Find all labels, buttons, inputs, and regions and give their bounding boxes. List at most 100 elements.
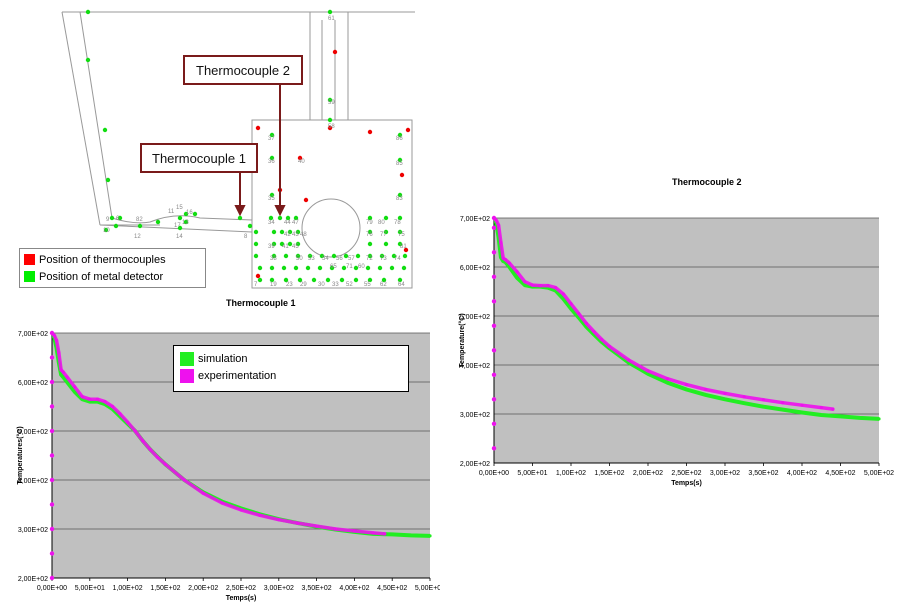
detector-dot [253,253,259,259]
data-point [182,478,186,482]
node-label: 47 [292,220,299,226]
x-tick-label: 4,00E+02 [787,470,817,477]
data-point [684,387,689,392]
node-label: 9 [106,217,110,223]
schematic-outline [61,11,415,289]
thermocouple-dot [403,247,409,253]
x-tick-label: 1,50E+02 [150,585,180,592]
detector-dot [397,277,403,283]
detector-dot [295,229,301,235]
node-label: 40 [298,159,305,165]
x-tick-label: 5,00E+02 [415,585,440,592]
data-point [497,223,501,227]
callout-thermocouple-2: Thermocouple 2 [183,55,303,85]
detector-dot [287,241,293,247]
node-label: 33 [332,282,339,288]
node-label: 71 [346,264,353,270]
chart-1-legend: simulation experimentation [173,345,409,392]
node-label: 35 [268,196,275,202]
data-point [333,527,338,531]
data-point [877,417,881,421]
node-label: 55 [364,282,371,288]
node-label: 34 [268,220,275,226]
detector-dot [293,265,299,271]
data-point [819,406,823,410]
data-point [577,311,581,316]
x-tick-label: 4,50E+02 [377,585,407,592]
data-point [383,532,387,536]
detector-dot [317,265,323,271]
data-point [57,351,61,355]
data-point [110,404,115,409]
x-tick-label: 2,50E+02 [226,585,256,592]
x-tick-label: 1,00E+02 [556,470,586,477]
data-point [761,398,766,402]
detector-dot [105,177,111,183]
data-point [569,307,573,311]
detector-dot [397,192,403,198]
node-label: 61 [328,16,335,22]
data-point [352,529,356,533]
detector-dot [285,215,291,221]
data-point [538,284,542,288]
node-label: 39 [268,244,275,250]
x-tick-label: 4,50E+02 [825,470,855,477]
data-point [163,462,167,466]
detector-dot [383,241,389,247]
node-label: 44 [284,220,291,226]
detector-dot [402,253,408,259]
thermocouple-dot [327,125,333,131]
data-point [523,283,527,287]
data-point [49,477,55,483]
detector-dot [383,215,389,221]
data-point [523,280,527,284]
node-label: 54 [322,256,329,262]
data-point [554,285,558,290]
detector-dot [155,219,161,225]
data-point [704,393,708,397]
detector-dot [367,253,373,259]
green-square-icon [24,271,35,282]
detector-dot [183,211,189,217]
detector-dot [389,265,395,271]
node-label: 23 [286,282,293,288]
node-label: 43 [292,232,299,238]
data-point [59,373,63,377]
data-point [59,368,63,372]
data-point [52,333,56,338]
node-label: 12 [134,234,141,240]
detector-dot [85,9,91,15]
detector-dot [237,215,243,221]
node-label: 82 [136,217,143,223]
node-label: 64 [398,282,405,288]
detector-dot [293,215,299,221]
detector-dot [177,225,183,231]
callout-arrows [234,84,286,217]
node-label: 19 [270,282,277,288]
node-label: 74 [394,256,401,262]
data-point [515,270,519,274]
data-point [65,380,69,384]
detector-dot [268,215,274,221]
legend-label: Position of metal detector [39,270,164,283]
detector-dot [269,265,275,271]
data-point [819,413,823,417]
node-label: 67 [0,0,7,2]
data-point [781,407,785,412]
detector-dot [339,277,345,283]
data-point [600,337,604,342]
x-tick-label: 3,00E+02 [264,585,294,592]
data-point [607,344,612,348]
data-point [831,407,835,411]
detector-dot [257,277,263,283]
x-axis-label: Temps(s) [226,595,257,602]
node-label: 80 [378,220,385,226]
detector-dot [183,219,189,225]
detector-dot [269,155,275,161]
data-point [491,323,497,328]
green-square-icon [180,351,194,366]
detector-dot [397,229,403,235]
detector-dot [341,265,347,271]
detector-dot [343,253,349,259]
detector-dot [113,223,119,229]
